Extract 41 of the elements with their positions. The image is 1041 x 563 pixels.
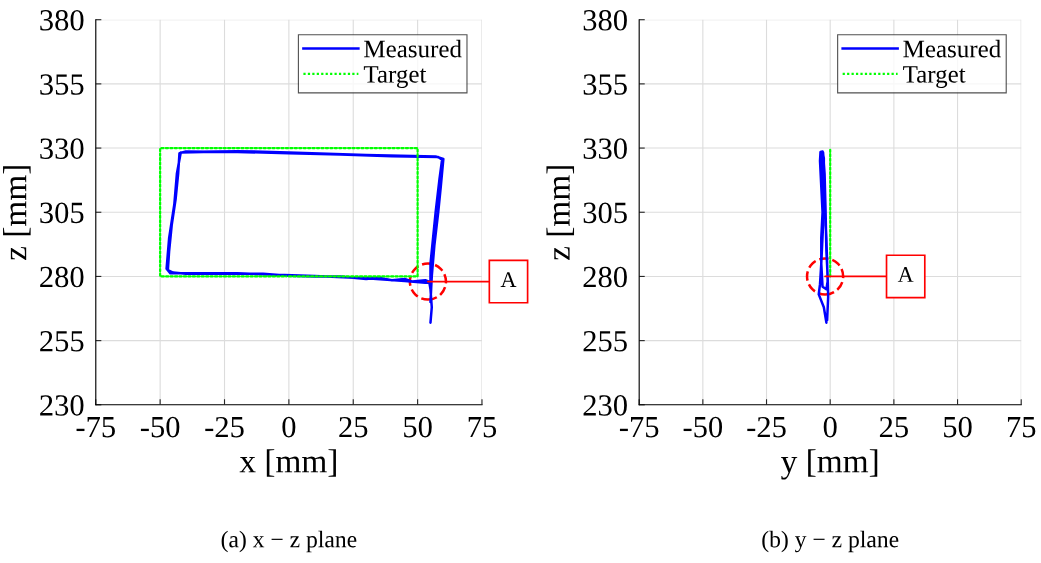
x-tick-label: 25	[879, 416, 908, 438]
y-tick-label: 380	[583, 9, 627, 31]
text: (a) x − z plane	[221, 530, 357, 553]
legend-label: Measured	[903, 39, 1001, 58]
legend-label: Target	[363, 66, 427, 88]
y-tick-label: 255	[583, 330, 627, 352]
y-axis-title: z [mm]	[3, 166, 31, 260]
x-tick-label: -25	[747, 416, 786, 438]
x-tick-label: -75	[76, 417, 115, 438]
x-tick-label: -75	[619, 417, 659, 438]
y-tick-label: 230	[40, 395, 84, 416]
y-tick-label: 380	[40, 9, 84, 31]
x-tick-label: 0	[282, 416, 296, 438]
x-tick-label: -50	[140, 416, 180, 438]
y-tick-label: 305	[40, 202, 84, 224]
y-axis-title: z [mm]	[546, 166, 575, 260]
x-tick-label: 25	[339, 416, 368, 438]
legend-label: Measured	[364, 39, 462, 58]
y-tick-label: 230	[583, 395, 627, 416]
y-tick-label: 330	[40, 138, 84, 159]
legend-label: Target	[903, 66, 966, 88]
y-tick-label: 355	[40, 74, 84, 95]
annotation: A	[897, 267, 914, 282]
text: (b) y − z plane	[762, 530, 899, 553]
y-tick-label: 305	[583, 202, 627, 224]
y-tick-label: 280	[583, 266, 627, 288]
y-tick-label: 255	[40, 330, 84, 352]
y-tick-label: 355	[583, 74, 627, 95]
x-tick-label: 0	[823, 416, 837, 438]
y-tick-label: 280	[40, 266, 84, 288]
x-tick-label: -25	[205, 416, 244, 438]
y-tick-label: 330	[583, 138, 627, 159]
x-tick-label: 50	[404, 416, 432, 438]
x-tick-label: 50	[944, 416, 972, 438]
x-tick-label: 75	[468, 417, 497, 438]
line-series	[817, 150, 830, 324]
annotation: A	[500, 272, 517, 287]
x-tick-label: -50	[683, 416, 723, 438]
x-axis-title: y [mm]	[781, 449, 878, 480]
x-axis-title: x [mm]	[239, 449, 336, 477]
x-tick-label: 75	[1007, 417, 1036, 438]
